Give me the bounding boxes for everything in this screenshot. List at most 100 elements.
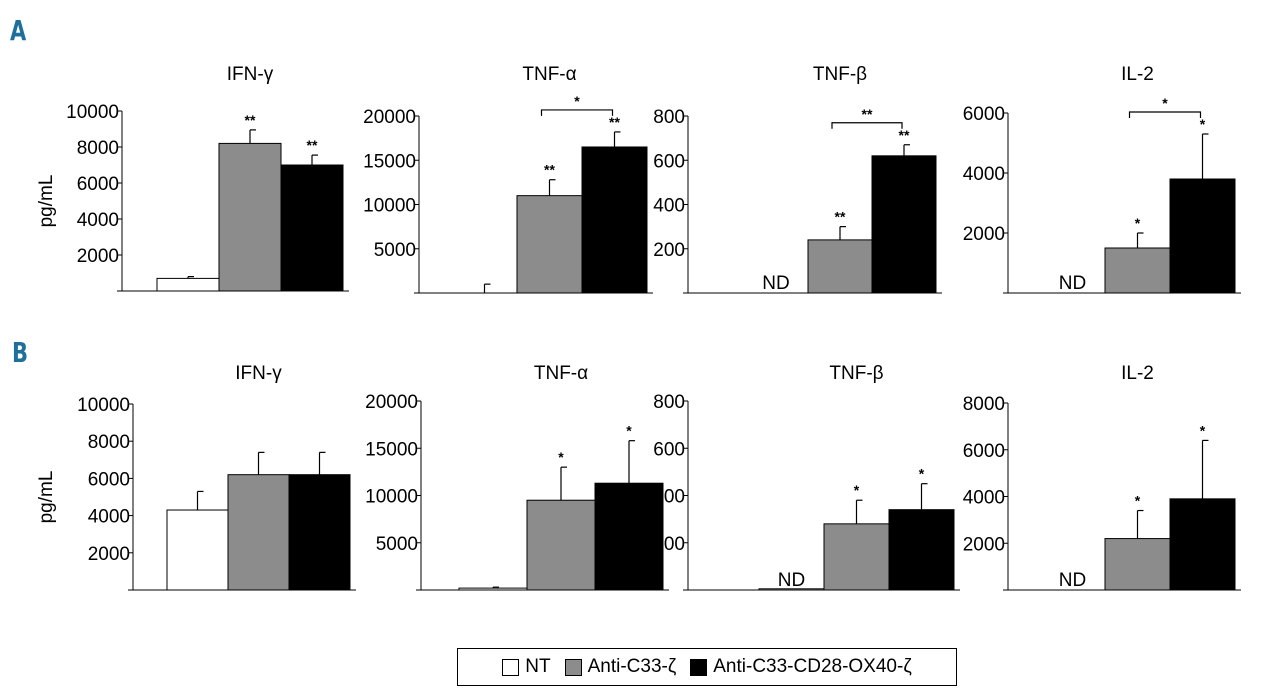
nd-label-a-il2-1: ND [1059,273,1086,294]
legend-item-nt: NT [502,656,551,678]
y-tick-label-b-tnfa-3: 20000 [365,392,418,413]
y-axis-label-a-ifn: pg/mL [36,175,57,228]
significance-b-tnfa-3: * [626,423,632,439]
chart-title-b-tnfb: TNF-β [829,363,883,384]
panel-b-label: B [12,336,29,369]
bar-b-tnfb-1 [758,588,825,591]
y-tick-label-a-tnfa-0: 5000 [374,240,416,261]
y-tick-label-a-tnfb-3: 800 [653,107,685,128]
chart-title-a-il2: IL-2 [1121,64,1154,85]
y-tick-label-b-tnfb-2: 600 [653,439,685,460]
y-tick-label-b-tnfa-2: 15000 [365,439,418,460]
y-tick-label-b-il2-2: 6000 [963,441,1005,462]
y-tick-label-a-tnfb-2: 600 [653,151,685,172]
significance-a-il2-3: * [1200,116,1206,132]
legend-item-anti-c33-zeta: Anti-C33-ζ [564,656,677,678]
legend: NT Anti-C33-ζ Anti-C33-CD28-OX40-ζ [457,648,957,686]
bracket-a-tnfa [540,109,614,116]
bracket-label-a-tnfa: * [574,93,580,109]
panel-a-label: A [10,14,27,47]
bar-b-il2-3 [1169,498,1236,591]
bar-b-il2-2 [1104,538,1171,591]
y-tick-label-a-tnfa-2: 15000 [363,151,416,172]
y-tick-label-b-tnfa-1: 10000 [365,487,418,508]
y-tick-label-a-tnfb-1: 400 [653,196,685,217]
legend-label-nt: NT [525,656,551,677]
y-tick-label-a-il2-1: 4000 [963,164,1005,185]
bracket-a-tnfb [831,122,903,129]
bar-b-tnfb-2 [823,523,890,591]
bracket-a-il2 [1128,111,1202,118]
y-tick-label-a-il2-2: 6000 [963,104,1005,125]
bar-a-il2-2 [1104,247,1171,294]
bar-a-ifn-1 [156,277,220,292]
bracket-label-a-tnfb: ** [862,106,873,122]
bar-a-tnfa-3 [581,146,648,294]
y-tick-label-a-tnfa-1: 10000 [363,196,416,217]
y-tick-label-b-ifn-1: 4000 [88,507,130,528]
y-tick-label-b-tnfb-3: 800 [653,392,685,413]
y-tick-label-b-il2-3: 8000 [963,394,1005,415]
bar-b-tnfb-3 [888,509,955,591]
significance-b-il2-2: * [1135,493,1141,509]
significance-a-tnfa-2: ** [544,162,555,178]
nd-label-b-tnfb-1: ND [778,570,805,591]
chart-title-a-tnfb: TNF-β [813,64,867,85]
significance-a-ifn-2: ** [245,112,256,128]
y-tick-label-b-ifn-2: 6000 [88,469,130,490]
y-tick-label-a-ifn-2: 6000 [77,174,119,195]
y-tick-label-a-ifn-4: 10000 [66,102,119,123]
significance-b-tnfb-2: * [854,482,860,498]
significance-a-tnfb-2: ** [835,209,846,225]
bar-a-tnfb-3 [871,155,937,294]
y-tick-label-b-ifn-0: 2000 [88,544,130,565]
y-tick-label-b-tnfa-0: 5000 [376,534,418,555]
y-tick-label-a-ifn-0: 2000 [77,246,119,267]
y-tick-label-b-ifn-4: 10000 [77,395,130,416]
chart-title-a-ifn: IFN-γ [227,64,274,85]
bar-b-tnfa-1 [458,587,528,591]
bar-b-ifn-3 [288,474,351,591]
legend-item-anti-c33-cd28-ox40-zeta: Anti-C33-CD28-OX40-ζ [690,656,912,678]
nd-label-b-il2-1: ND [1059,570,1086,591]
legend-swatch-anti-c33-cd28-ox40-zeta [690,658,708,676]
significance-b-il2-3: * [1200,422,1206,438]
legend-label-anti-c33-zeta: Anti-C33-ζ [587,656,677,677]
y-tick-label-a-ifn-3: 8000 [77,138,119,159]
bracket-label-a-il2: * [1162,95,1168,111]
y-tick-label-b-tnfb-0: 200 [653,534,685,555]
bar-b-ifn-2 [227,474,290,591]
significance-a-tnfa-3: ** [609,114,620,130]
bar-a-il2-3 [1169,178,1236,294]
y-tick-label-b-il2-0: 2000 [963,534,1005,555]
chart-title-b-tnfa: TNF-α [534,363,588,384]
y-tick-label-a-tnfa-3: 20000 [363,107,416,128]
legend-label-anti-c33-cd28-ox40-zeta: Anti-C33-CD28-OX40-ζ [713,656,912,677]
bar-b-tnfa-3 [594,482,664,591]
y-tick-label-a-ifn-1: 4000 [77,210,119,231]
chart-title-b-ifn: IFN-γ [235,363,282,384]
significance-a-ifn-3: ** [307,137,318,153]
bar-a-tnfb-2 [807,239,873,294]
chart-title-b-il2: IL-2 [1121,363,1154,384]
y-tick-label-b-ifn-3: 8000 [88,432,130,453]
y-tick-label-b-tnfb-1: 400 [653,487,685,508]
significance-a-tnfb-3: ** [899,127,910,143]
legend-swatch-nt [502,658,520,676]
bar-a-ifn-3 [280,164,344,292]
legend-swatch-anti-c33-zeta [564,658,582,676]
significance-b-tnfa-2: * [558,449,564,465]
y-axis-label-b-ifn: pg/mL [36,471,57,524]
bar-b-ifn-1 [166,509,229,591]
y-tick-label-a-tnfb-0: 200 [653,240,685,261]
significance-a-il2-2: * [1135,215,1141,231]
bar-a-ifn-2 [218,142,282,292]
bar-b-tnfa-2 [526,499,596,591]
chart-title-a-tnfa: TNF-α [522,64,576,85]
significance-b-tnfb-3: * [919,466,925,482]
nd-label-a-tnfb-1: ND [762,273,789,294]
y-tick-label-a-il2-0: 2000 [963,224,1005,245]
y-tick-label-b-il2-1: 4000 [963,488,1005,509]
